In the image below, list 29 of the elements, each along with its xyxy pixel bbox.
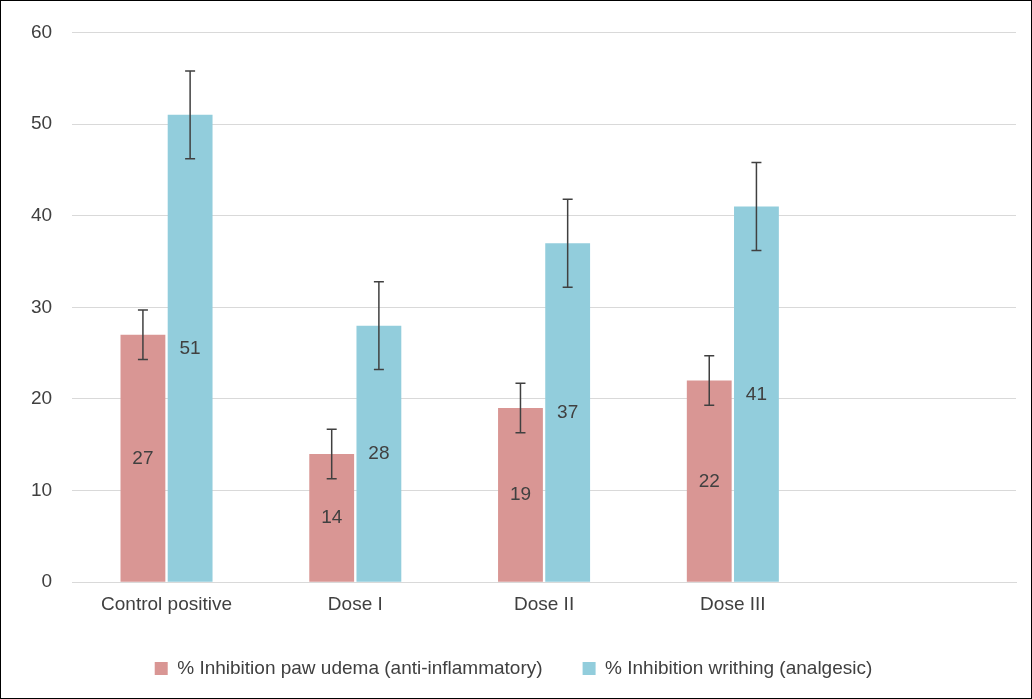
y-tick-label: 50 — [30, 112, 53, 134]
legend-label: % Inhibition paw udema (anti-inflammatory) — [177, 656, 543, 678]
data-label: 28 — [368, 442, 390, 464]
y-tick-label: 20 — [30, 387, 53, 409]
bar — [356, 325, 402, 582]
y-tick-label: 10 — [30, 478, 53, 500]
data-label: 51 — [179, 336, 201, 358]
y-tick-label: 40 — [30, 203, 53, 225]
y-tick-label: 30 — [30, 295, 53, 317]
bar — [498, 408, 543, 582]
data-label: 27 — [132, 446, 154, 468]
data-label: 14 — [321, 506, 343, 528]
x-tick-label: Dose II — [513, 592, 575, 614]
data-label: 37 — [557, 400, 579, 422]
bar — [734, 206, 779, 582]
legend-label: % Inhibition writhing (analgesic) — [605, 656, 873, 678]
y-tick-label: 0 — [41, 570, 53, 592]
bar — [120, 334, 166, 582]
data-label: 19 — [509, 483, 532, 505]
x-tick-label: Dose III — [700, 592, 766, 614]
bar — [686, 380, 732, 582]
bar — [167, 114, 213, 582]
data-label: 22 — [698, 469, 720, 491]
x-tick-label: Control positive — [101, 592, 232, 614]
data-label: 41 — [745, 382, 768, 404]
bar — [309, 453, 355, 582]
bar — [545, 243, 591, 582]
x-tick-label: Dose I — [327, 592, 383, 614]
y-tick-label: 60 — [30, 20, 53, 42]
